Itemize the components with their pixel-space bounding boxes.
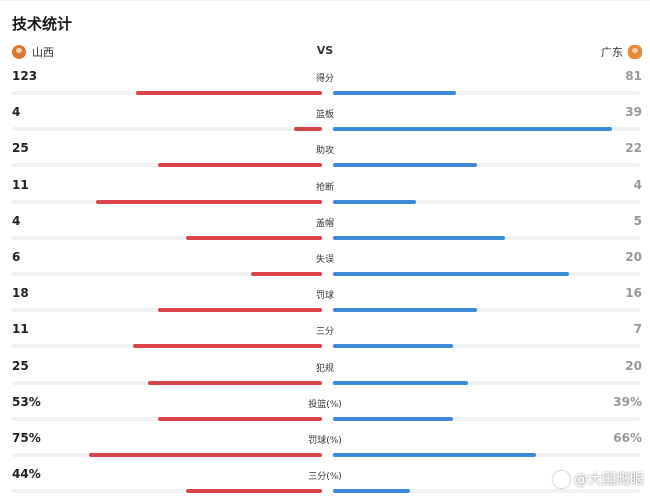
stat-right-value: 7 bbox=[633, 322, 642, 337]
stat-bar-right bbox=[333, 235, 505, 240]
stat-right-value: 22 bbox=[625, 141, 642, 156]
stat-bar-right bbox=[333, 489, 410, 494]
stat-right-value: 39 bbox=[625, 105, 642, 120]
stat-bar-left bbox=[148, 380, 322, 385]
stat-row: 44% 三分(%) bbox=[0, 463, 650, 499]
stat-bar-right bbox=[333, 452, 536, 457]
stat-bar-right bbox=[333, 127, 612, 132]
team-right: 广东 bbox=[601, 44, 642, 60]
page-title: 技术统计 bbox=[12, 15, 73, 33]
stat-bar-right bbox=[333, 344, 453, 349]
stat-bar-right bbox=[333, 163, 477, 168]
stat-bar-left bbox=[158, 308, 322, 313]
stat-bar-left bbox=[186, 235, 322, 240]
stat-track-right bbox=[332, 91, 640, 95]
stat-label: 罚球 bbox=[315, 291, 334, 302]
stat-row: 4 盖帽 5 bbox=[0, 210, 650, 246]
stat-right-value: 20 bbox=[625, 249, 642, 264]
stat-label: 投篮(%) bbox=[308, 399, 342, 410]
stat-left-value: 11 bbox=[12, 177, 29, 192]
stat-left-value: 4 bbox=[12, 213, 21, 228]
stat-label: 盖帽 bbox=[315, 218, 334, 229]
stat-left-value: 123 bbox=[12, 69, 38, 83]
stat-right-value: 39% bbox=[613, 394, 642, 409]
stat-label: 得分 bbox=[315, 74, 334, 84]
stat-label: 篮板 bbox=[315, 110, 334, 121]
stat-bar-left bbox=[158, 163, 322, 168]
stat-bar-left bbox=[136, 91, 322, 95]
stat-track-left bbox=[12, 489, 322, 494]
stat-label: 三分(%) bbox=[308, 472, 342, 483]
stat-bar-right bbox=[333, 199, 416, 204]
stat-label: 罚球(%) bbox=[308, 435, 342, 446]
shanxi-team-logo-icon bbox=[12, 45, 26, 59]
stat-right-value: 4 bbox=[633, 177, 642, 192]
stat-left-value: 25 bbox=[12, 141, 29, 156]
stat-bar-left bbox=[133, 344, 322, 349]
stat-label: 三分 bbox=[315, 327, 334, 338]
stat-bar-left bbox=[186, 489, 322, 494]
vs-label: VS bbox=[316, 44, 334, 57]
stat-bar-left bbox=[294, 127, 322, 132]
stat-row: 123 得分 81 bbox=[0, 65, 650, 101]
stat-track-right bbox=[332, 489, 640, 494]
stat-right-value: 81 bbox=[625, 69, 642, 83]
stat-track-right bbox=[332, 380, 640, 385]
stat-left-value: 75% bbox=[12, 430, 41, 445]
stat-left-value: 53% bbox=[12, 394, 41, 409]
stat-track-right bbox=[332, 416, 640, 421]
stat-right-value: 66% bbox=[613, 430, 642, 445]
stat-bar-right bbox=[333, 91, 456, 95]
stat-track-left bbox=[12, 235, 322, 240]
team-left-name: 山西 bbox=[32, 46, 54, 59]
stat-left-value: 11 bbox=[12, 322, 29, 337]
stat-row: 11 抢断 4 bbox=[0, 174, 650, 210]
stat-label: 助攻 bbox=[315, 146, 334, 157]
stat-row: 75% 罚球(%) 66% bbox=[0, 427, 650, 463]
stat-track-right bbox=[332, 308, 640, 313]
stat-right-value: 5 bbox=[633, 213, 642, 228]
stat-label: 犯规 bbox=[315, 363, 334, 374]
stat-track-left bbox=[12, 271, 322, 276]
stat-bar-right bbox=[333, 416, 453, 421]
stat-row: 6 失误 20 bbox=[0, 246, 650, 282]
stat-bar-right bbox=[333, 271, 569, 276]
stat-left-value: 6 bbox=[12, 249, 21, 264]
stat-row: 53% 投篮(%) 39% bbox=[0, 391, 650, 427]
stat-bar-right bbox=[333, 380, 468, 385]
stat-right-value: 16 bbox=[625, 286, 642, 301]
stat-bar-left bbox=[89, 452, 322, 457]
stat-label: 失误 bbox=[315, 254, 334, 265]
stat-track-right bbox=[332, 163, 640, 168]
watermark: @大国鹰眼 bbox=[553, 469, 644, 489]
stat-bar-left bbox=[158, 416, 322, 421]
stats-list: 123 得分 81 4 篮板 39 25 助攻 22 11 抢断 4 4 盖帽 5 6 失误 20 18 罚球 16 11… bbox=[0, 65, 650, 499]
stat-track-right bbox=[332, 199, 640, 204]
guangdong-team-logo-icon bbox=[628, 45, 642, 59]
stat-right-value: 20 bbox=[625, 358, 642, 373]
stat-left-value: 25 bbox=[12, 358, 29, 373]
watermark-text: @大国鹰眼 bbox=[574, 472, 644, 488]
stat-bar-left bbox=[251, 271, 322, 276]
stat-left-value: 4 bbox=[12, 105, 21, 120]
stat-track-left bbox=[12, 127, 322, 132]
team-left: 山西 bbox=[12, 44, 54, 60]
team-header: 山西 VS 广东 bbox=[0, 44, 650, 62]
stat-row: 25 助攻 22 bbox=[0, 137, 650, 173]
team-right-name: 广东 bbox=[601, 46, 623, 59]
stat-row: 11 三分 7 bbox=[0, 318, 650, 354]
stat-bar-left bbox=[96, 199, 322, 204]
stat-row: 25 犯规 20 bbox=[0, 355, 650, 391]
stat-left-value: 18 bbox=[12, 286, 29, 301]
stat-row: 4 篮板 39 bbox=[0, 101, 650, 137]
stat-label: 抢断 bbox=[315, 182, 334, 193]
stat-row: 18 罚球 16 bbox=[0, 282, 650, 318]
top-divider bbox=[0, 0, 650, 1]
watermark-logo-icon bbox=[553, 470, 570, 488]
stat-left-value: 44% bbox=[12, 467, 41, 482]
stat-track-right bbox=[332, 344, 640, 349]
stat-bar-right bbox=[333, 308, 477, 313]
